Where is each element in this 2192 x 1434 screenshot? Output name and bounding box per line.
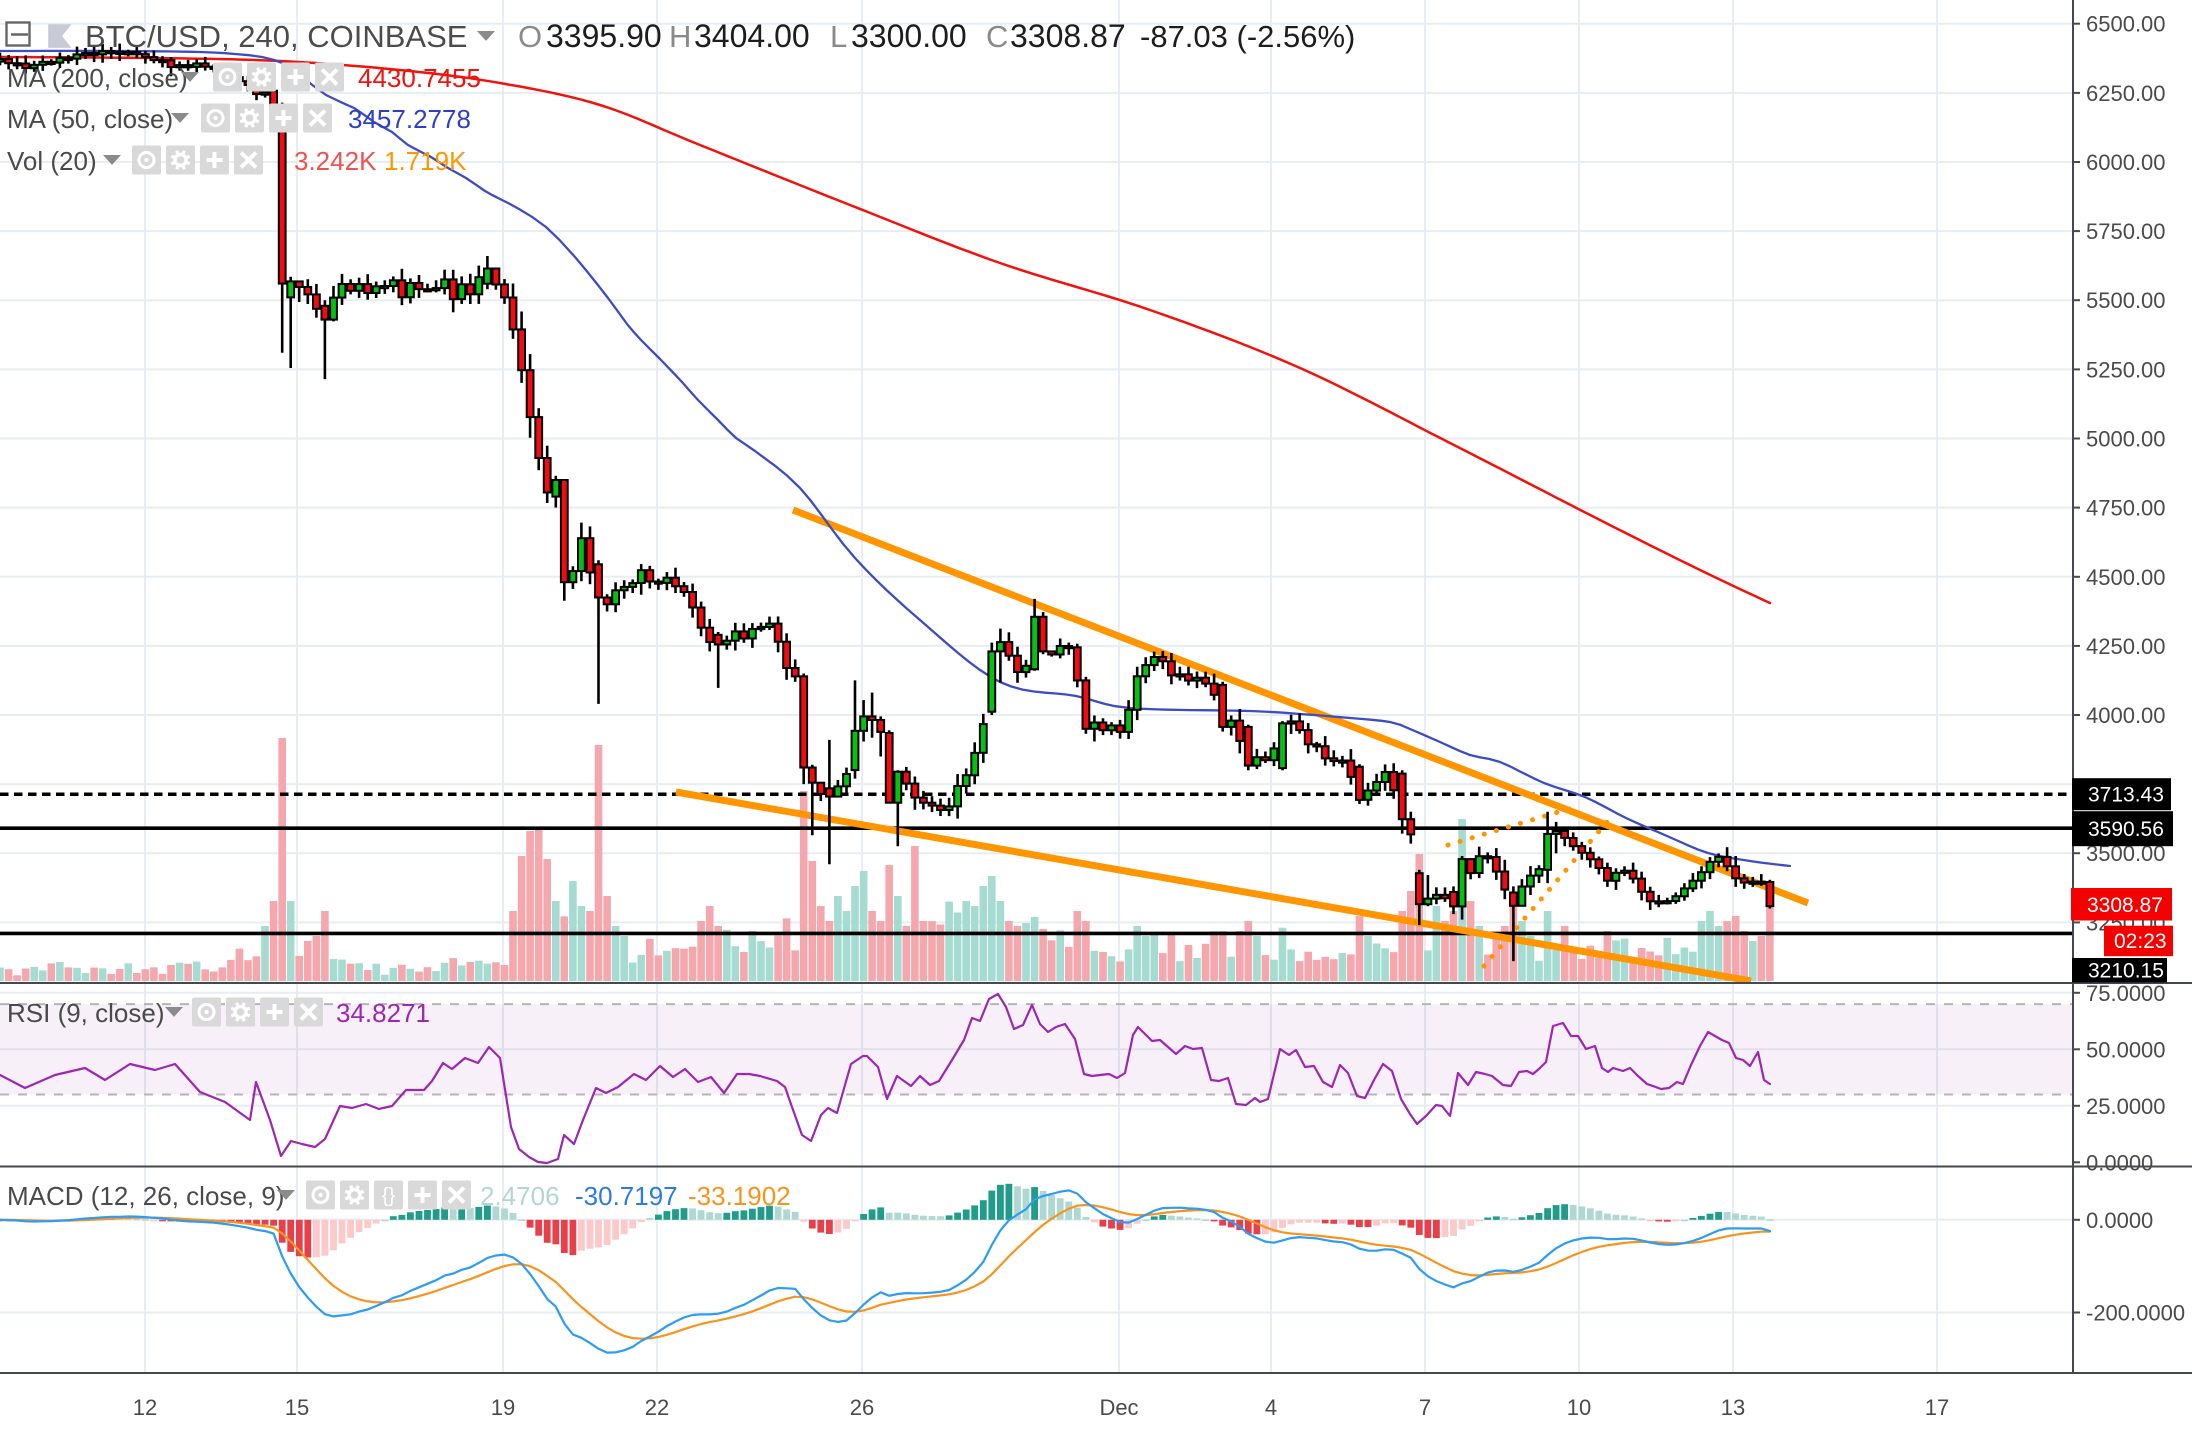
svg-text:{}: {}: [382, 1185, 396, 1207]
svg-text:L: L: [830, 19, 847, 54]
svg-text:5250.00: 5250.00: [2086, 357, 2166, 382]
svg-text:Vol (20): Vol (20): [7, 146, 97, 176]
svg-text:12: 12: [133, 1395, 157, 1420]
svg-text:75.0000: 75.0000: [2086, 981, 2166, 1006]
svg-text:3713.43: 3713.43: [2088, 784, 2164, 807]
svg-text:BTC/USD, 240, COINBASE: BTC/USD, 240, COINBASE: [85, 19, 467, 54]
svg-text:26: 26: [850, 1395, 874, 1420]
svg-text:C: C: [986, 19, 1008, 54]
svg-text:6250.00: 6250.00: [2086, 81, 2166, 106]
svg-text:-30.7197: -30.7197: [575, 1181, 678, 1211]
svg-text:-200.0000: -200.0000: [2086, 1301, 2185, 1326]
svg-text:RSI (9, close): RSI (9, close): [7, 998, 165, 1028]
svg-text:-87.03 (-2.56%): -87.03 (-2.56%): [1140, 19, 1355, 54]
svg-text:MA (50, close): MA (50, close): [7, 104, 173, 134]
svg-text:5500.00: 5500.00: [2086, 288, 2166, 313]
svg-text:-33.1902: -33.1902: [688, 1181, 791, 1211]
svg-text:22: 22: [645, 1395, 669, 1420]
svg-text:3300.00: 3300.00: [851, 18, 967, 54]
svg-text:25.0000: 25.0000: [2086, 1094, 2166, 1119]
svg-text:4430.7455: 4430.7455: [358, 63, 481, 93]
svg-text:3590.56: 3590.56: [2088, 818, 2164, 841]
svg-text:17: 17: [1925, 1395, 1949, 1420]
svg-text:2.4706: 2.4706: [480, 1181, 560, 1211]
svg-text:7: 7: [1419, 1395, 1431, 1420]
svg-text:H: H: [669, 19, 691, 54]
svg-text:13: 13: [1721, 1395, 1745, 1420]
svg-text:5000.00: 5000.00: [2086, 427, 2166, 452]
svg-text:15: 15: [285, 1395, 309, 1420]
svg-text:3308.87: 3308.87: [2087, 894, 2163, 917]
svg-text:3210.15: 3210.15: [2088, 960, 2164, 983]
svg-text:4500.00: 4500.00: [2086, 565, 2166, 590]
svg-text:MA (200, close): MA (200, close): [7, 63, 188, 93]
svg-text:1.719K: 1.719K: [384, 146, 467, 176]
svg-text:19: 19: [491, 1395, 515, 1420]
svg-text:0.0000: 0.0000: [2086, 1208, 2153, 1233]
svg-text:3395.90: 3395.90: [546, 18, 662, 54]
svg-text:3308.87: 3308.87: [1010, 18, 1126, 54]
svg-text:4: 4: [1265, 1395, 1277, 1420]
svg-text:3.242K: 3.242K: [294, 146, 377, 176]
svg-text:02:23: 02:23: [2114, 930, 2167, 953]
svg-text:34.8271: 34.8271: [336, 998, 430, 1028]
svg-text:3457.2778: 3457.2778: [348, 104, 471, 134]
svg-text:5750.00: 5750.00: [2086, 219, 2166, 244]
svg-text:4250.00: 4250.00: [2086, 634, 2166, 659]
svg-text:6000.00: 6000.00: [2086, 150, 2166, 175]
svg-text:10: 10: [1567, 1395, 1591, 1420]
svg-text:50.0000: 50.0000: [2086, 1037, 2166, 1062]
svg-text:4750.00: 4750.00: [2086, 496, 2166, 521]
svg-text:3404.00: 3404.00: [694, 18, 810, 54]
svg-text:0.0000: 0.0000: [2086, 1150, 2153, 1175]
svg-text:Dec: Dec: [1099, 1395, 1138, 1420]
svg-text:6500.00: 6500.00: [2086, 12, 2166, 37]
svg-text:MACD (12, 26, close, 9): MACD (12, 26, close, 9): [7, 1181, 284, 1211]
svg-text:O: O: [518, 19, 542, 54]
svg-text:4000.00: 4000.00: [2086, 703, 2166, 728]
